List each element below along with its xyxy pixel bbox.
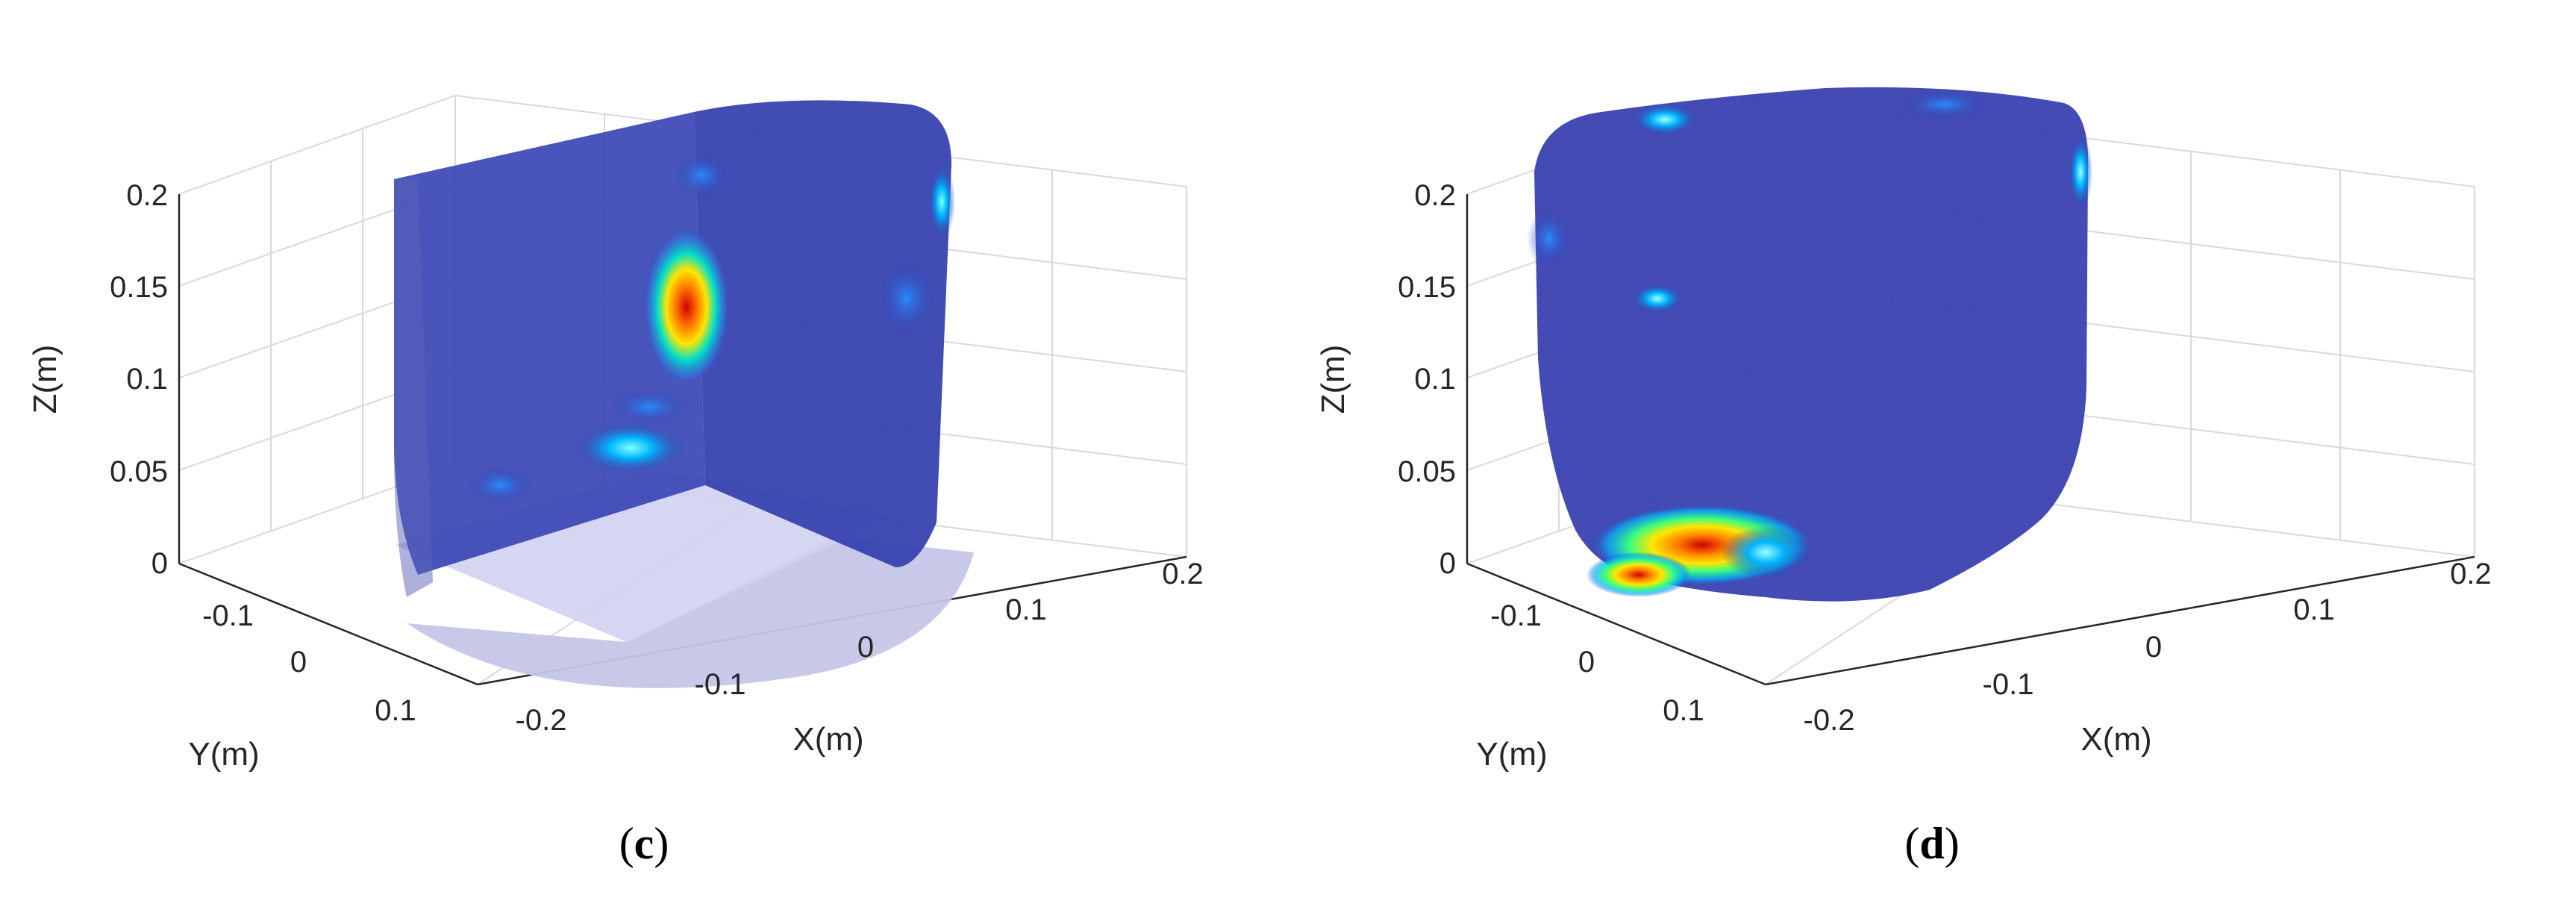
z-tick: 0.05 xyxy=(110,455,168,488)
z-axis-label: Z(m) xyxy=(27,345,63,414)
y-tick: -0.1 xyxy=(202,599,254,632)
x-axis-label: X(m) xyxy=(793,721,863,758)
x-tick: -0.2 xyxy=(516,704,567,737)
y-tick: 0.1 xyxy=(375,694,416,727)
y-ticks: -0.1 0 0.1 xyxy=(1490,599,1704,727)
x-tick: 0.1 xyxy=(1005,593,1047,626)
x-tick: 0 xyxy=(857,631,874,664)
hotspot-right-edge xyxy=(2069,134,2092,209)
z-tick: 0.15 xyxy=(110,271,168,304)
back-wall-right xyxy=(694,100,951,567)
panel-d: 0.2 0.15 0.1 0.05 0 Z(m) -0.1 0 0.1 Y(m)… xyxy=(1288,0,2576,898)
x-tick: 0.2 xyxy=(1162,558,1204,590)
z-tick: 0.2 xyxy=(126,179,168,212)
hotspot-left xyxy=(466,467,534,504)
z-tick: 0.15 xyxy=(1398,271,1456,304)
panel-d-plot: 0.2 0.15 0.1 0.05 0 Z(m) -0.1 0 0.1 Y(m)… xyxy=(1315,87,2492,868)
x-tick: 0 xyxy=(2145,631,2162,664)
caption-letter: d xyxy=(1919,819,1944,868)
y-tick: 0 xyxy=(1578,646,1595,679)
hotspot-center xyxy=(1631,284,1684,314)
z-tick: 0 xyxy=(151,547,168,580)
hotspot-right-edge xyxy=(928,164,955,239)
panel-caption: (c) xyxy=(619,819,669,868)
z-tick: 0 xyxy=(1439,547,1456,580)
x-tick: -0.1 xyxy=(1983,668,2034,701)
y-tick: 0 xyxy=(290,646,307,679)
hotspot-main xyxy=(642,216,731,381)
hotspot-right xyxy=(877,261,937,336)
hotspot-top-right xyxy=(1900,90,1989,119)
y-tick: 0.1 xyxy=(1663,694,1704,727)
volume-body xyxy=(1534,87,2089,602)
z-tick: 0.05 xyxy=(1398,455,1456,488)
z-tick: 0.2 xyxy=(1414,179,1456,212)
volume-render xyxy=(394,100,974,688)
panel-c: 0.2 0.15 0.1 0.05 0 Z(m) -0.1 0 0.1 Y(m)… xyxy=(27,95,1204,868)
x-tick: 0.2 xyxy=(2450,558,2492,590)
hotspot-bottom-2 xyxy=(1586,552,1691,597)
y-axis-label: Y(m) xyxy=(1476,736,1547,773)
z-ticks: 0.2 0.15 0.1 0.05 0 xyxy=(1398,179,1456,580)
z-tick: 0.1 xyxy=(126,363,168,396)
z-tick: 0.1 xyxy=(1414,363,1456,396)
axes xyxy=(1466,194,2475,686)
hotspot-low-2 xyxy=(608,388,690,425)
caption-letter: c xyxy=(634,819,654,868)
hotspot-low xyxy=(575,422,687,474)
hotspot-bottom-3 xyxy=(1721,526,1810,579)
hotspot-top xyxy=(1631,103,1698,136)
z-ticks: 0.2 0.15 0.1 0.05 0 xyxy=(110,179,168,580)
y-tick: -0.1 xyxy=(1490,599,1542,632)
volume-render xyxy=(1527,87,2092,602)
y-axis-label: Y(m) xyxy=(188,736,259,773)
x-tick: -0.1 xyxy=(695,668,746,701)
panel-c-plot: 0.2 0.15 0.1 0.05 0 Z(m) -0.1 0 0.1 Y(m)… xyxy=(27,95,1204,868)
x-ticks: -0.2 -0.1 0 0.1 0.2 xyxy=(1804,558,2492,737)
left-edge-shadow xyxy=(394,179,433,597)
x-tick: -0.2 xyxy=(1804,704,1855,737)
x-axis-label: X(m) xyxy=(2081,721,2151,758)
x-ticks: -0.2 -0.1 0 0.1 0.2 xyxy=(516,558,1204,737)
panel-caption: (d) xyxy=(1904,819,1959,868)
floor-ellipse xyxy=(407,537,974,688)
z-axis-label: Z(m) xyxy=(1315,345,1351,414)
y-ticks: -0.1 0 0.1 xyxy=(202,599,416,727)
hotspot-top xyxy=(672,153,731,198)
x-tick: 0.1 xyxy=(2293,593,2335,626)
hotspot-left xyxy=(1527,209,1572,269)
